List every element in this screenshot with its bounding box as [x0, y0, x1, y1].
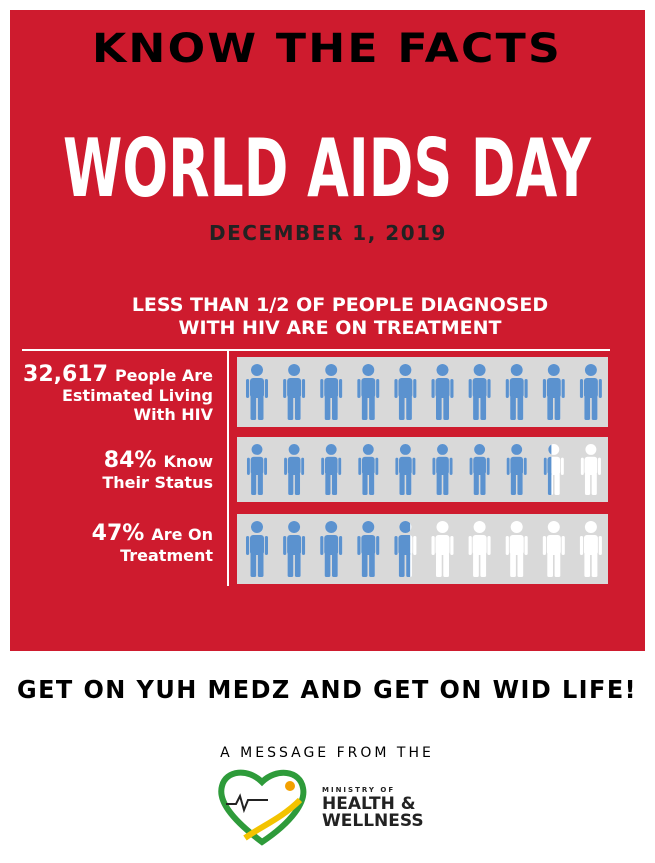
row-label-line: Are On [151, 525, 213, 544]
slogan: GET ON YUH MEDZ AND GET ON WID LIFE! [17, 675, 637, 704]
title: WORLD AIDS DAY [63, 122, 592, 215]
row-label-line: Know [163, 452, 213, 471]
person-icon [542, 521, 565, 577]
subtitle-line: LESS THAN 1/2 OF PEOPLE DIAGNOSED [132, 294, 548, 316]
logo-pulse [226, 793, 268, 814]
logo-text: WELLNESS [322, 811, 424, 831]
kicker: KNOW THE FACTS [92, 26, 562, 72]
logo-swoosh [243, 797, 303, 841]
row-label-line: People Are [115, 366, 213, 385]
person-icon [505, 364, 528, 420]
row-label-line: With HIV [134, 405, 214, 424]
logo: MINISTRY OF HEALTH & WELLNESS [218, 769, 424, 846]
row-label: Treatment [120, 546, 213, 565]
date: DECEMBER 1, 2019 [209, 221, 447, 245]
person-icon [431, 521, 454, 577]
person-icon [469, 444, 490, 495]
person-icon [246, 364, 268, 420]
person-icon [543, 444, 552, 495]
logo-text: HEALTH & [322, 794, 416, 814]
row-label-line: Estimated Living [62, 386, 213, 405]
row-value: 47% [92, 521, 145, 546]
person-icon [357, 521, 380, 577]
person-icon [357, 364, 380, 420]
person-icon [580, 444, 601, 495]
person-icon [246, 521, 268, 577]
row-label: 84% Know [104, 448, 213, 473]
person-icon [283, 521, 306, 577]
footer-message: A MESSAGE FROM THE [220, 745, 434, 761]
person-icon [506, 444, 527, 495]
person-icon [542, 364, 565, 420]
row-label-line: Their Status [102, 473, 213, 492]
person-icon [320, 364, 343, 420]
row-label-line: Treatment [120, 546, 213, 565]
person-icon [246, 444, 268, 495]
person-icon [394, 521, 411, 577]
logo-text: MINISTRY OF [322, 786, 395, 794]
row-label: Estimated Living [62, 386, 213, 405]
person-icon [394, 364, 417, 420]
person-icon [320, 521, 343, 577]
row-label: 47% Are On [92, 521, 213, 546]
logo-figure [285, 781, 295, 791]
person-icon [432, 444, 453, 495]
row-value: 84% [104, 448, 157, 473]
row-value: 32,617 [23, 362, 108, 387]
row-label: 32,617 People Are [23, 362, 213, 387]
person-icon [505, 521, 528, 577]
row-label: With HIV [134, 405, 214, 424]
person-icon [283, 364, 306, 420]
person-icon [579, 364, 602, 420]
person-icon [468, 521, 491, 577]
row-label: Their Status [102, 473, 213, 492]
subtitle-line: WITH HIV ARE ON TREATMENT [179, 317, 502, 339]
person-icon [395, 444, 416, 495]
person-icon [358, 444, 379, 495]
person-icon [431, 364, 454, 420]
person-icon [284, 444, 305, 495]
person-icon [579, 521, 602, 577]
person-icon [321, 444, 342, 495]
person-icon [468, 364, 491, 420]
